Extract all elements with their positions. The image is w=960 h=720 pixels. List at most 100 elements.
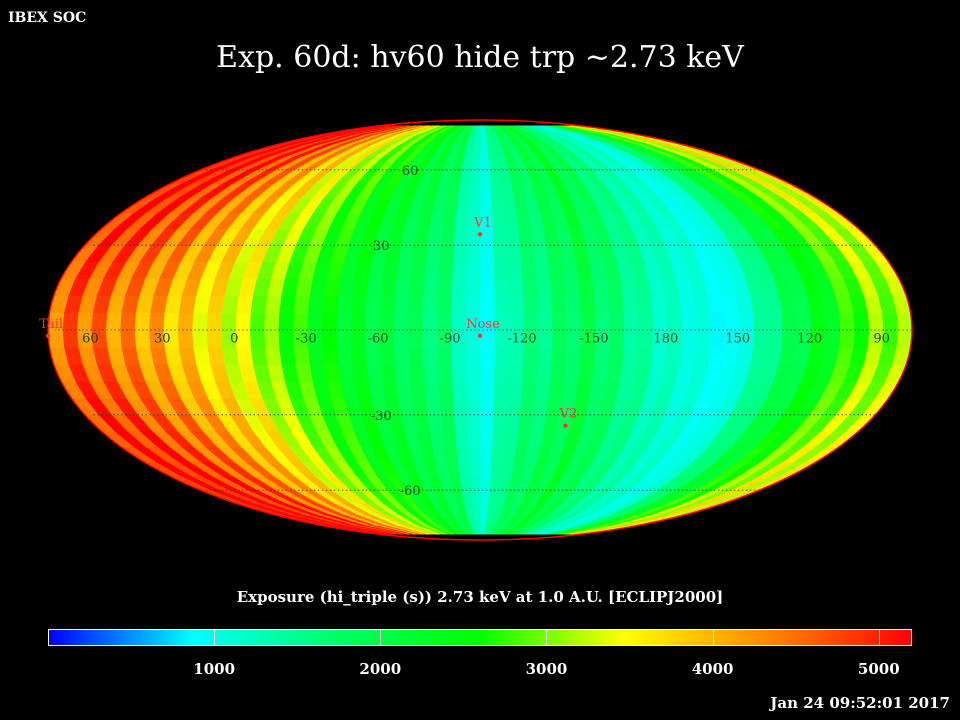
exposure-cell (465, 381, 481, 399)
exposure-cell (580, 312, 596, 331)
exposure-cell (522, 312, 538, 331)
exposure-cell (479, 414, 494, 432)
exposure-cell (605, 364, 623, 382)
exposure-cell (366, 364, 383, 382)
exposure-cell (490, 446, 505, 463)
exposure-cell (335, 329, 352, 348)
exposure-cell (551, 312, 567, 331)
exposure-cell (479, 278, 495, 296)
exposure-cell (895, 312, 912, 331)
exposure-cell (380, 278, 397, 296)
exposure-cell (479, 244, 494, 263)
exposure-cell (766, 329, 783, 348)
exposure-cell (292, 312, 309, 331)
exposure-cell (521, 278, 538, 296)
exposure-cell (162, 312, 179, 331)
exposure-cell (465, 346, 481, 365)
exposure-cell (479, 156, 490, 171)
exposure-cell (492, 414, 507, 432)
exposure-cell (393, 312, 409, 331)
exposure-cell (407, 312, 423, 331)
exposure-cell (134, 329, 151, 348)
marker-dot (563, 423, 568, 428)
exposure-cell (591, 278, 609, 296)
exposure-cell (457, 183, 471, 199)
longitude-label: 60 (82, 332, 99, 347)
exposure-cell (694, 329, 711, 348)
exposure-cell (48, 329, 65, 348)
latitude-label: 90 (0, 0, 8, 4)
colorbar-title: Exposure (hi_triple (s)) 2.73 keV at 1.0… (236, 588, 724, 606)
exposure-cell (706, 295, 725, 314)
exposure-cell (549, 364, 566, 382)
exposure-cell (508, 346, 524, 365)
exposure-cell (723, 312, 740, 331)
exposure-cell (692, 346, 710, 365)
exposure-cell (479, 346, 495, 365)
longitude-label: -150 (579, 332, 608, 347)
exposure-cell (881, 312, 898, 331)
exposure-cell (489, 461, 503, 477)
exposure-cell (466, 228, 481, 246)
exposure-cell (321, 329, 337, 348)
exposure-cell (469, 475, 481, 491)
exposure-cell (574, 261, 593, 279)
exposure-cell (488, 475, 502, 491)
exposure-cell (263, 312, 280, 331)
exposure-cell (364, 312, 380, 331)
exposure-cell (594, 312, 610, 331)
exposure-cell (422, 329, 438, 348)
exposure-cell (250, 346, 268, 365)
exposure-cell (721, 346, 739, 365)
exposure-cell (852, 329, 870, 348)
colorbar (48, 629, 912, 646)
exposure-cell (438, 244, 455, 263)
exposure-cell (364, 346, 381, 365)
exposure-cell (493, 346, 510, 365)
exposure-cell (350, 312, 366, 331)
exposure-cell (574, 381, 593, 399)
longitude-label: 180 (653, 332, 678, 347)
exposure-cell (321, 295, 339, 314)
exposure-cell (465, 261, 481, 279)
exposure-cell (206, 329, 223, 348)
exposure-cell (307, 346, 325, 365)
exposure-cell (637, 312, 654, 331)
exposure-cell (350, 346, 367, 365)
exposure-cell (709, 329, 726, 348)
exposure-cell (577, 278, 594, 296)
exposure-cell (381, 381, 399, 399)
exposure-cell (607, 346, 624, 365)
exposure-cell (561, 261, 579, 279)
exposure-cell (623, 329, 639, 348)
exposure-cell (336, 295, 353, 314)
exposure-cell (177, 329, 194, 348)
exposure-cell (250, 295, 268, 314)
exposure-cell (579, 346, 596, 365)
exposure-cell (466, 244, 481, 263)
exposure-cell (457, 461, 471, 477)
exposure-cell (422, 278, 439, 296)
exposure-cell (479, 183, 492, 199)
exposure-cell (221, 295, 239, 314)
exposure-cell (378, 312, 395, 331)
exposure-cell (381, 261, 399, 279)
exposure-cell (293, 295, 310, 314)
exposure-cell (453, 228, 468, 246)
marker-label: Nose (466, 317, 500, 332)
exposure-cell (506, 381, 523, 399)
exposure-cell (479, 381, 495, 399)
exposure-cell (506, 261, 523, 279)
exposure-cell (530, 414, 547, 432)
exposure-cell (517, 228, 534, 246)
exposure-cell (467, 197, 481, 214)
exposure-cell (534, 261, 551, 279)
exposure-cell (465, 329, 481, 348)
exposure-cell (479, 475, 491, 491)
exposure-cell (119, 312, 136, 331)
exposure-cell (537, 312, 553, 331)
exposure-cell (407, 295, 424, 314)
exposure-cell (650, 346, 667, 365)
exposure-cell (605, 278, 623, 296)
exposure-cell (551, 329, 567, 348)
